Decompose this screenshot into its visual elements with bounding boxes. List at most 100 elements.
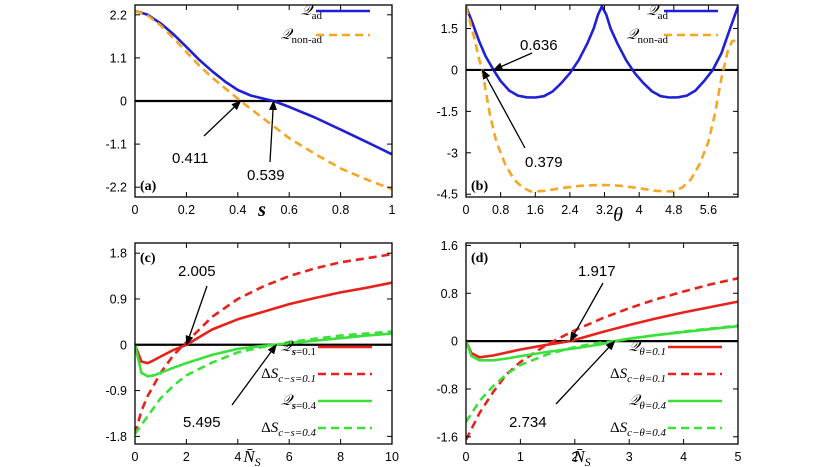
x-tick-label: 0 (463, 203, 470, 217)
x-tick-label: 0.2 (178, 203, 195, 217)
x-tick-label: 0 (463, 450, 470, 464)
y-tick-label: -2.2 (105, 181, 127, 195)
series-line (135, 281, 392, 365)
series-line (135, 9, 392, 191)
y-tick-label: 0 (120, 95, 127, 109)
x-tick-label: 4 (636, 203, 643, 217)
y-tick-label: 0 (451, 335, 458, 349)
legend-label: 𝒬non-ad (281, 27, 323, 46)
x-axis-label: s (257, 199, 266, 221)
legend-label: 𝒬ad (647, 3, 669, 22)
x-tick-label: 5 (735, 450, 742, 464)
series-line (135, 330, 392, 435)
x-tick-label: 4 (680, 450, 687, 464)
annotation-label: 0.379 (525, 154, 563, 171)
x-tick-label: 0 (132, 450, 139, 464)
x-tick-label: 10 (385, 450, 399, 464)
x-axis-label: N̄S (572, 447, 590, 467)
x-tick-label: 0.4 (229, 203, 246, 217)
y-tick-label: -1.6 (436, 430, 458, 444)
y-tick-label: 1.8 (110, 247, 127, 261)
series-line (135, 9, 392, 156)
series-line (135, 332, 392, 378)
annotation-label: 0.539 (247, 167, 285, 184)
annotation-arrow (269, 100, 277, 163)
series-line (466, 300, 738, 359)
x-tick-label: 5.6 (700, 203, 717, 217)
x-tick-label: 4.8 (665, 203, 682, 217)
series-line (466, 5, 738, 99)
panel-label: (d) (471, 251, 488, 266)
legend-label: ΔSc−s=0.4 (261, 420, 316, 439)
x-tick-label: 2 (183, 450, 190, 464)
annotation-arrow (492, 52, 533, 71)
annotation-label: 0.636 (520, 37, 558, 54)
series-line (135, 252, 392, 435)
plot-frame (465, 4, 739, 198)
y-tick-label: -0.9 (105, 384, 127, 398)
y-tick-label: -3 (447, 146, 458, 160)
x-tick-label: 1 (517, 450, 524, 464)
annotation-arrow (203, 100, 242, 137)
x-tick-label: 1 (389, 203, 396, 217)
x-axis-label: θ (613, 204, 623, 226)
legend-label: ΔSc−s=0.1 (261, 366, 316, 385)
y-tick-label: 0 (451, 63, 458, 77)
x-tick-label: 0.6 (281, 203, 298, 217)
x-tick-label: 0.8 (332, 203, 349, 217)
x-tick-label: 8 (337, 450, 344, 464)
annotation-label: 1.917 (578, 263, 616, 280)
y-tick-label: -0.8 (436, 382, 458, 396)
legend-label: 𝒬θ=0.4 (629, 393, 667, 412)
x-tick-label: 4 (234, 450, 241, 464)
plot-frame (465, 242, 739, 445)
panel-d: 0 1 2 3 4 5 1.6 0.8 0 -0.8 -1.6 (d) N̄S 1.917 2.734 𝒬θ=… (436, 239, 741, 467)
y-tick-label: 0.9 (110, 292, 127, 306)
panel-label: (c) (140, 251, 156, 266)
annotation-label: 2.734 (509, 414, 547, 431)
annotation-arrow (481, 69, 526, 149)
y-tick-label: -1.8 (105, 430, 127, 444)
y-tick-label: -1.1 (105, 138, 127, 152)
y-tick-label: 0 (120, 338, 127, 352)
y-tick-label: -4.5 (436, 188, 458, 202)
x-tick-label: 2.4 (561, 203, 578, 217)
x-tick-label: 2 (571, 450, 578, 464)
x-tick-label: 3 (626, 450, 633, 464)
annotation-arrow (185, 285, 208, 346)
series-line (466, 6, 738, 193)
annotation-arrow (555, 340, 616, 405)
panel-b: 0 0.8 1.6 2.4 3.2 4 4.8 5.6 1.5 0 -1.5 -3 -4.5 (b) θ 0.… (436, 3, 739, 226)
legend-label: 𝒬ad (301, 3, 323, 22)
annotation-label: 2.005 (178, 263, 216, 280)
x-tick-label: 3.2 (596, 203, 613, 217)
series-line (466, 324, 738, 423)
series-line (466, 277, 738, 441)
legend-label: ΔSc−θ=0.4 (610, 420, 667, 439)
legend-label: 𝒬θ=0.1 (629, 339, 666, 358)
x-tick-label: 0 (132, 203, 139, 217)
panel-label: (b) (471, 179, 488, 194)
annotation-arrow (231, 343, 277, 406)
annotation-label: 5.495 (183, 414, 221, 431)
annotation-label: 0.411 (172, 150, 208, 167)
panel-c: 0 2 4 6 8 10 1.8 0.9 0 -0.9 -1.8 (c) N̄S 2.005 5.495 𝒬s… (105, 242, 399, 467)
panel-label: (a) (140, 179, 157, 194)
legend-label: 𝒬s=0.4 (281, 393, 317, 412)
y-tick-label: 1.6 (441, 239, 458, 253)
legend-label: 𝒬non-ad (627, 27, 669, 46)
plot-frame (134, 242, 393, 445)
legend-label: ΔSc−θ=0.1 (610, 366, 666, 385)
y-tick-label: -1.5 (436, 105, 458, 119)
panel-a: 0 0.2 0.4 0.6 0.8 1 2.2 1.1 0 -1.1 -2.2 (a) s 0.411 0.… (105, 3, 395, 221)
y-tick-label: 2.2 (110, 8, 127, 22)
annotation-arrow (569, 282, 604, 342)
x-axis-label: N̄S (242, 447, 260, 467)
x-tick-label: 1.6 (527, 203, 544, 217)
y-tick-label: 0.8 (441, 287, 458, 301)
x-tick-label: 6 (286, 450, 293, 464)
x-tick-label: 0.8 (492, 203, 509, 217)
legend-label: 𝒬s=0.1 (281, 339, 316, 358)
y-tick-label: 1.1 (110, 51, 127, 65)
